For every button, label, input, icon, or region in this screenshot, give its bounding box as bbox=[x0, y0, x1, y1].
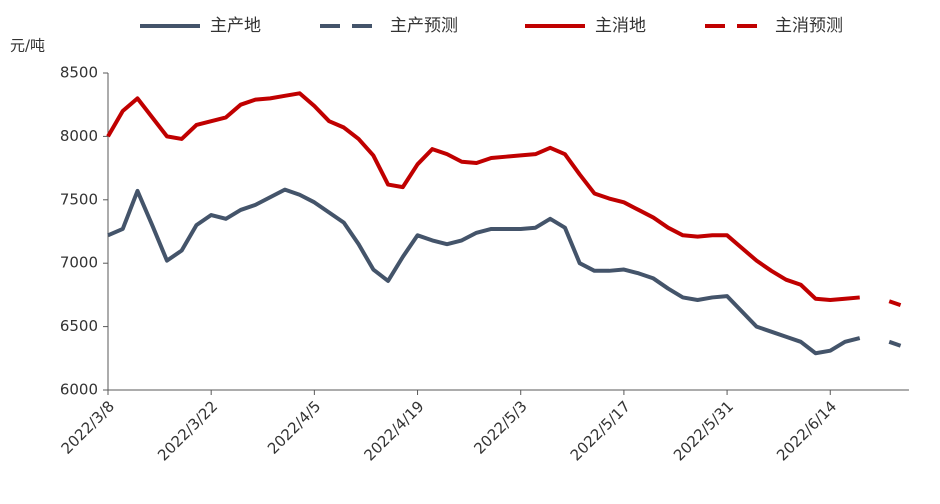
legend-label: 主消地 bbox=[595, 16, 646, 36]
series-line bbox=[106, 91, 860, 302]
y-tick-label: 7500 bbox=[60, 190, 98, 208]
x-tick-label: 2022/6/14 bbox=[773, 397, 840, 464]
x-tick-label: 2022/4/5 bbox=[264, 397, 324, 457]
y-tick-label: 6000 bbox=[60, 381, 98, 399]
series-line bbox=[888, 339, 905, 349]
y-tick-label: 6500 bbox=[60, 317, 98, 335]
y-tick-label: 8000 bbox=[60, 127, 98, 145]
legend-label: 主产地 bbox=[210, 16, 261, 36]
x-tick-label: 2022/3/22 bbox=[154, 397, 221, 464]
x-tick-label: 2022/4/19 bbox=[360, 397, 427, 464]
legend-label: 主产预测 bbox=[390, 16, 458, 36]
y-axis-label: 元/吨 bbox=[10, 37, 45, 55]
y-tick-label: 8500 bbox=[60, 64, 98, 82]
series-line bbox=[107, 187, 861, 356]
x-tick-label: 2022/5/31 bbox=[670, 397, 737, 464]
series-line bbox=[888, 299, 905, 309]
x-tick-label: 2022/5/3 bbox=[470, 397, 530, 457]
legend-label: 主消预测 bbox=[775, 16, 843, 36]
y-tick-label: 7000 bbox=[60, 254, 98, 272]
x-tick-label: 2022/5/17 bbox=[567, 397, 634, 464]
x-tick-label: 2022/3/8 bbox=[58, 397, 118, 457]
